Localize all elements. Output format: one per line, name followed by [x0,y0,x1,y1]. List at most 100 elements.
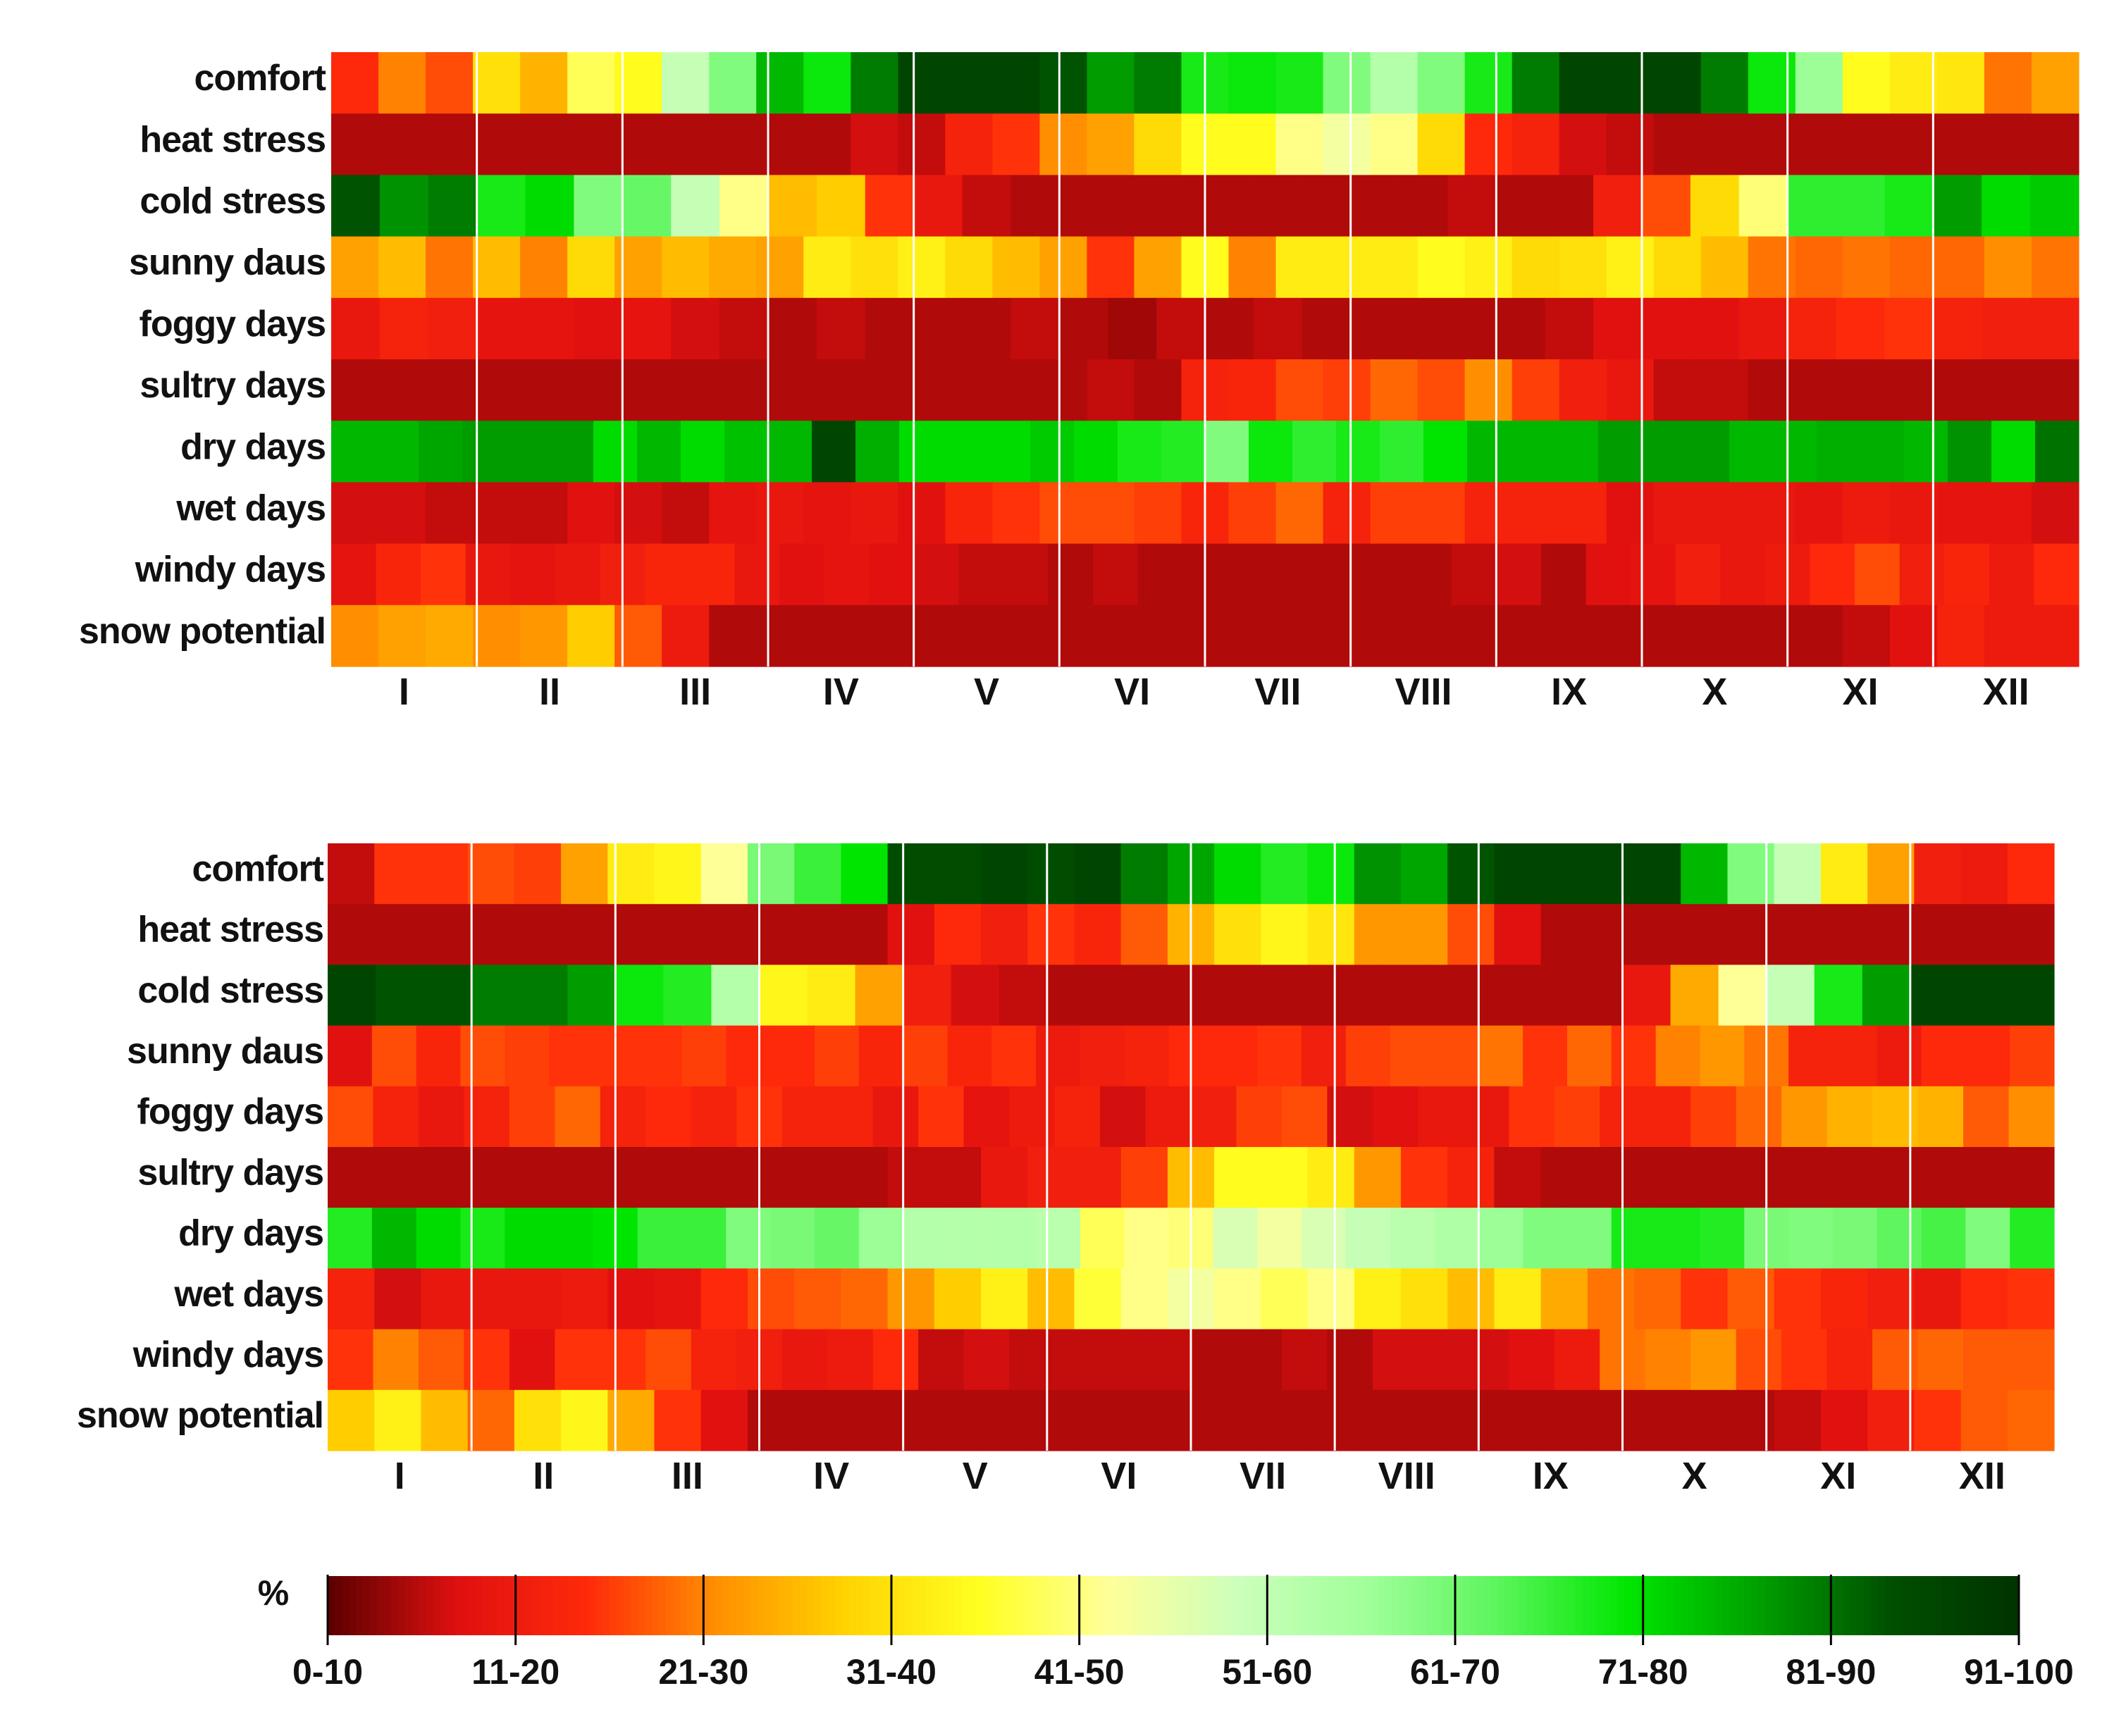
heatmap-cell [1512,482,1560,545]
heatmap-cell [987,421,1031,483]
heatmap-cell [506,421,550,483]
heatmap-cell [1383,965,1431,1027]
legend-gradient-segment [1349,1576,1357,1635]
heatmap-cell [1512,359,1560,421]
heatmap-cell [1795,52,1843,114]
heatmap-cell [768,297,817,360]
heatmap-cell [962,175,1012,237]
heatmap-cell [1214,1147,1261,1208]
legend-gradient-segment [1850,1576,1858,1635]
heatmap-cell [963,1086,1010,1148]
heatmap-cell [378,52,426,114]
heatmap-cell [525,297,575,360]
legend-gradient-segment [1892,1576,1900,1635]
heatmap-cell [1645,1329,1691,1391]
heatmap-cell [1509,1329,1555,1391]
heatmap-cell [887,1389,935,1451]
heatmap-cell [794,843,841,905]
heatmap-cell [1933,175,1982,237]
month-label: VI [1114,671,1150,713]
heatmap-cell [841,1268,889,1330]
heatmap-cell [421,1389,469,1451]
legend-gradient-segment [1504,1576,1512,1635]
heatmap-cell [992,236,1041,299]
heatmap-cell [637,1208,683,1269]
heatmap-cell [1275,359,1324,421]
legend-gradient-segment [595,1576,603,1635]
heatmap-cell [1228,482,1277,545]
legend-gradient-segment [1645,1576,1653,1635]
heatmap-cell [1080,1208,1125,1269]
heatmap-cell [1134,604,1182,667]
heatmap-cell [378,359,426,421]
legend-gradient-segment [638,1576,645,1635]
heatmap-cell [1261,843,1309,905]
heatmap-cell [671,175,720,237]
heatmap-cell [374,1389,422,1451]
legend-gradient-segment [941,1576,948,1635]
row-label: foggy days [137,1091,324,1132]
heatmap-cell [2008,1086,2055,1148]
legend-bin-label: 11-20 [471,1652,560,1692]
heatmap-cell [1227,543,1273,606]
heatmap-cell [1261,1268,1309,1330]
heatmap-cell [1545,175,1594,237]
heatmap-cell [1253,297,1303,360]
legend-gradient-segment [913,1576,920,1635]
heatmap-cell [1370,236,1418,299]
month-label: IX [1551,671,1587,713]
heatmap-cell [328,1025,373,1087]
heatmap-cell [1478,965,1527,1027]
legend-gradient-segment [1082,1576,1089,1635]
heatmap-cell [1087,482,1135,545]
heatmap-cell [1914,904,1962,965]
heatmap-cell [781,1329,828,1391]
heatmap-cell [615,965,664,1027]
heatmap-cell [1810,543,1855,606]
heatmap-cell [1307,904,1355,965]
heatmap-cell [887,904,935,965]
legend-gradient-segment [1730,1576,1738,1635]
heatmap-cell [1323,604,1371,667]
heatmap-cell [654,1147,702,1208]
heatmap-cell [1832,1025,1878,1087]
heatmap-cell [1372,1329,1418,1391]
heatmap-cell [841,904,889,965]
heatmap-cell [898,52,946,114]
heatmap-cell [827,1329,874,1391]
heatmap-cell [671,297,720,360]
heatmap-cell [2031,604,2079,667]
heatmap-cell [855,421,900,483]
heatmap-cell [555,543,601,606]
heatmap-cell [1936,482,1985,545]
heatmap-cell [462,421,507,483]
heatmap-cell [1814,965,1863,1027]
legend-gradient-segment [490,1576,497,1635]
heatmap-cell [622,297,672,360]
heatmap-cell [1606,359,1655,421]
heatmap-cell [600,1086,646,1148]
heatmap-cell [803,359,851,421]
legend-gradient-segment [328,1576,335,1635]
legend-gradient-segment [701,1576,709,1635]
heatmap-cell [992,604,1041,667]
month-label: X [1702,671,1727,713]
heatmap-cell [1817,421,1861,483]
legend-gradient-segment [1201,1576,1209,1635]
heatmap-cell [1655,1025,1701,1087]
heatmap-cell [561,1147,608,1208]
heatmap-cell [1214,904,1261,965]
heatmap-cell [992,482,1041,545]
heatmap-cell [1884,297,1934,360]
heatmap-cell [331,297,381,360]
heatmap-cell [1108,297,1157,360]
heatmap-cell [645,1329,692,1391]
legend-gradient-segment [1871,1576,1879,1635]
legend-gradient-segment [1998,1576,2005,1635]
heatmap-cell [1921,1208,1966,1269]
month-label: V [963,1455,988,1497]
heatmap-cell [473,236,521,299]
heatmap-cell [1842,482,1891,545]
heatmap-cell [1523,1208,1568,1269]
month-label: IX [1533,1455,1569,1497]
